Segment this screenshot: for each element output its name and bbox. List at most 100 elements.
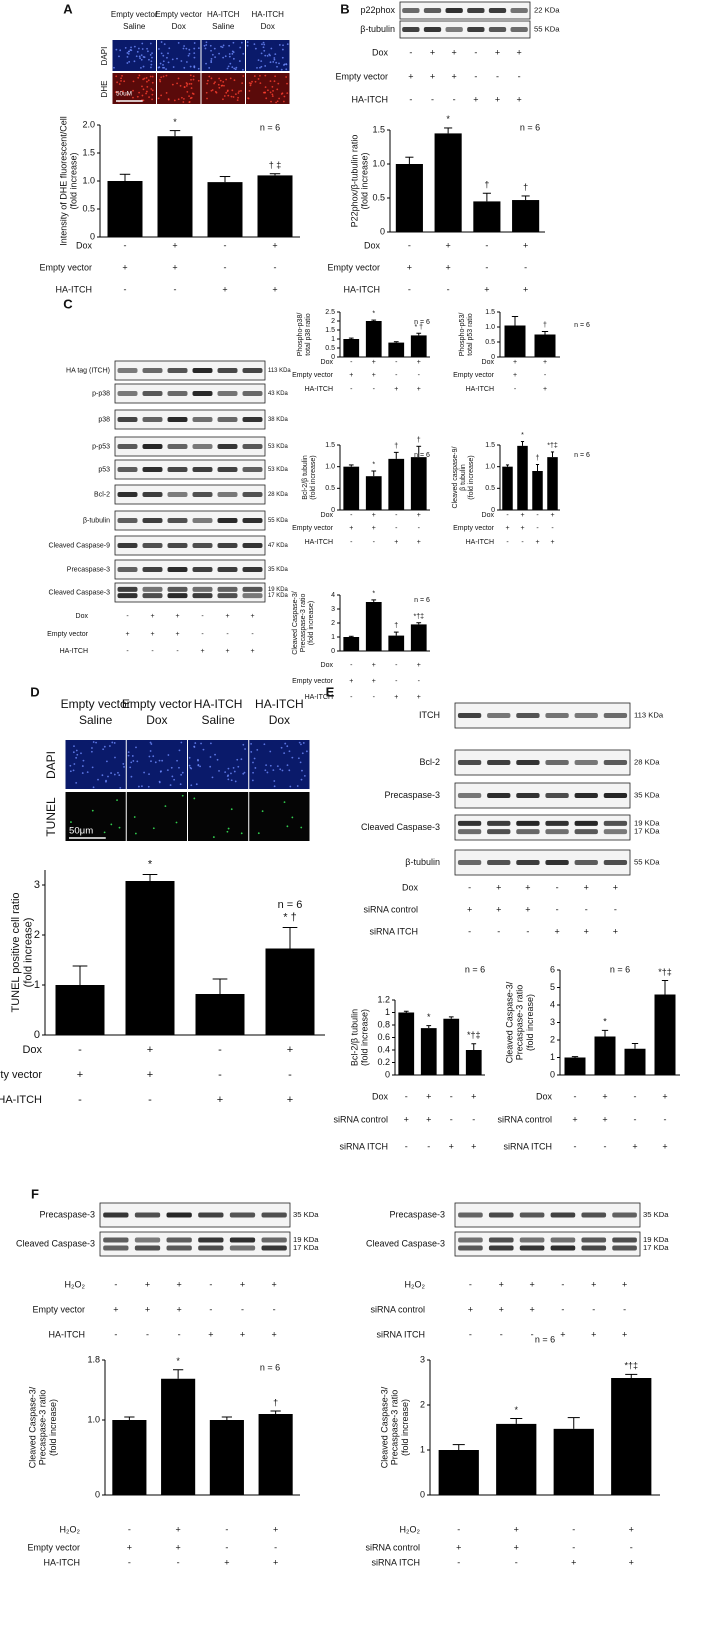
condition-mark: + bbox=[145, 1279, 150, 1289]
bar bbox=[265, 948, 315, 1035]
condition-mark: + bbox=[571, 1557, 576, 1567]
condition-mark: + bbox=[622, 1329, 627, 1339]
condition-mark: - bbox=[114, 1279, 117, 1289]
cell-speck bbox=[181, 771, 184, 774]
cell-speck bbox=[122, 763, 125, 765]
n-label: n = 6 bbox=[465, 964, 485, 974]
panel-letter: F bbox=[31, 1186, 39, 1201]
y-tick-label: 3 bbox=[34, 879, 40, 891]
condition-mark: - bbox=[201, 613, 204, 620]
y-tick-label: 6 bbox=[550, 964, 555, 974]
n-label: n = 6 bbox=[260, 122, 280, 132]
blot-label: p-p38 bbox=[92, 390, 110, 397]
bar bbox=[258, 1414, 293, 1495]
cell-speck bbox=[282, 44, 284, 47]
condition-mark: + bbox=[113, 1304, 118, 1314]
condition-mark: + bbox=[394, 386, 398, 393]
cell-speck bbox=[289, 785, 292, 788]
condition-label: Dox bbox=[76, 240, 93, 250]
condition-mark: + bbox=[175, 631, 179, 638]
band bbox=[487, 793, 511, 798]
blot-frame bbox=[114, 383, 266, 404]
condition-mark: + bbox=[273, 1524, 278, 1534]
cell-speck bbox=[210, 57, 213, 60]
band bbox=[198, 1245, 224, 1251]
cell-speck bbox=[188, 764, 191, 767]
cell-speck bbox=[286, 745, 289, 748]
cell-speck bbox=[250, 751, 253, 753]
condition-mark: + bbox=[535, 539, 539, 546]
band bbox=[117, 467, 138, 472]
cell-speck bbox=[257, 78, 260, 80]
cell-speck bbox=[160, 52, 163, 55]
condition-label: HA-ITCH bbox=[49, 1329, 86, 1339]
condition-mark: + bbox=[514, 1524, 519, 1534]
band bbox=[458, 1245, 483, 1251]
cell-speck bbox=[197, 79, 200, 82]
kda-label: 38 KDa bbox=[268, 417, 289, 423]
cell-speck bbox=[246, 44, 249, 47]
y-axis-label: P22phox/β-tubulin ratio bbox=[349, 135, 359, 228]
band bbox=[581, 1237, 607, 1243]
cell-speck bbox=[260, 60, 263, 63]
micrograph bbox=[246, 73, 290, 104]
cell-speck bbox=[160, 41, 163, 43]
condition-label: siRNA control bbox=[365, 1542, 420, 1552]
condition-mark: + bbox=[495, 94, 500, 104]
cell-speck bbox=[276, 65, 278, 68]
column-header: Dox bbox=[146, 713, 167, 727]
cell-speck bbox=[202, 748, 205, 751]
cell-speck bbox=[216, 758, 219, 761]
condition-mark: + bbox=[471, 1141, 476, 1151]
cell-speck bbox=[273, 80, 276, 83]
condition-mark: - bbox=[500, 1329, 503, 1339]
condition-mark: + bbox=[591, 1329, 596, 1339]
cell-speck bbox=[226, 830, 229, 833]
cell-speck bbox=[288, 769, 291, 772]
condition-mark: - bbox=[405, 1091, 408, 1101]
cell-speck bbox=[280, 68, 283, 71]
micrograph bbox=[65, 740, 126, 789]
band bbox=[261, 1237, 287, 1243]
condition-mark: - bbox=[469, 1279, 472, 1289]
y-tick-label: 0 bbox=[90, 231, 95, 241]
cell-speck bbox=[114, 91, 117, 94]
condition-mark: - bbox=[124, 284, 127, 294]
condition-mark: + bbox=[622, 1279, 627, 1289]
condition-mark: - bbox=[273, 1304, 276, 1314]
cell-speck bbox=[279, 768, 282, 771]
significance-mark: *†‡ bbox=[624, 1361, 638, 1371]
cell-speck bbox=[69, 770, 72, 773]
significance-mark: † ‡ bbox=[269, 160, 282, 170]
band bbox=[603, 793, 628, 798]
cell-speck bbox=[193, 47, 196, 50]
band bbox=[198, 1212, 224, 1218]
y-tick-label: 2 bbox=[420, 1399, 425, 1409]
condition-label: Empty vector bbox=[453, 372, 495, 379]
condition-mark: + bbox=[147, 1044, 153, 1056]
cell-speck bbox=[86, 771, 89, 774]
condition-mark: + bbox=[125, 631, 129, 638]
band bbox=[445, 8, 463, 13]
y-tick-label: 0 bbox=[420, 1489, 425, 1499]
band bbox=[242, 593, 263, 599]
condition-label: H₂O₂ bbox=[65, 1279, 86, 1289]
condition-mark: + bbox=[250, 613, 254, 620]
condition-mark: + bbox=[430, 71, 435, 81]
cell-speck bbox=[180, 96, 183, 99]
y-tick-label: 4 bbox=[550, 999, 555, 1009]
cell-speck bbox=[303, 774, 306, 777]
significance-mark: † bbox=[394, 443, 398, 450]
cell-speck bbox=[149, 53, 152, 56]
cell-speck bbox=[199, 765, 202, 768]
bar bbox=[512, 200, 540, 232]
bar bbox=[473, 201, 501, 232]
band bbox=[217, 444, 238, 449]
blot-frame bbox=[454, 702, 631, 729]
cell-speck bbox=[210, 77, 213, 80]
condition-mark: - bbox=[450, 1114, 453, 1124]
condition-mark: + bbox=[122, 262, 127, 272]
condition-mark: + bbox=[349, 678, 353, 685]
cell-speck bbox=[143, 771, 145, 774]
band bbox=[117, 417, 138, 422]
